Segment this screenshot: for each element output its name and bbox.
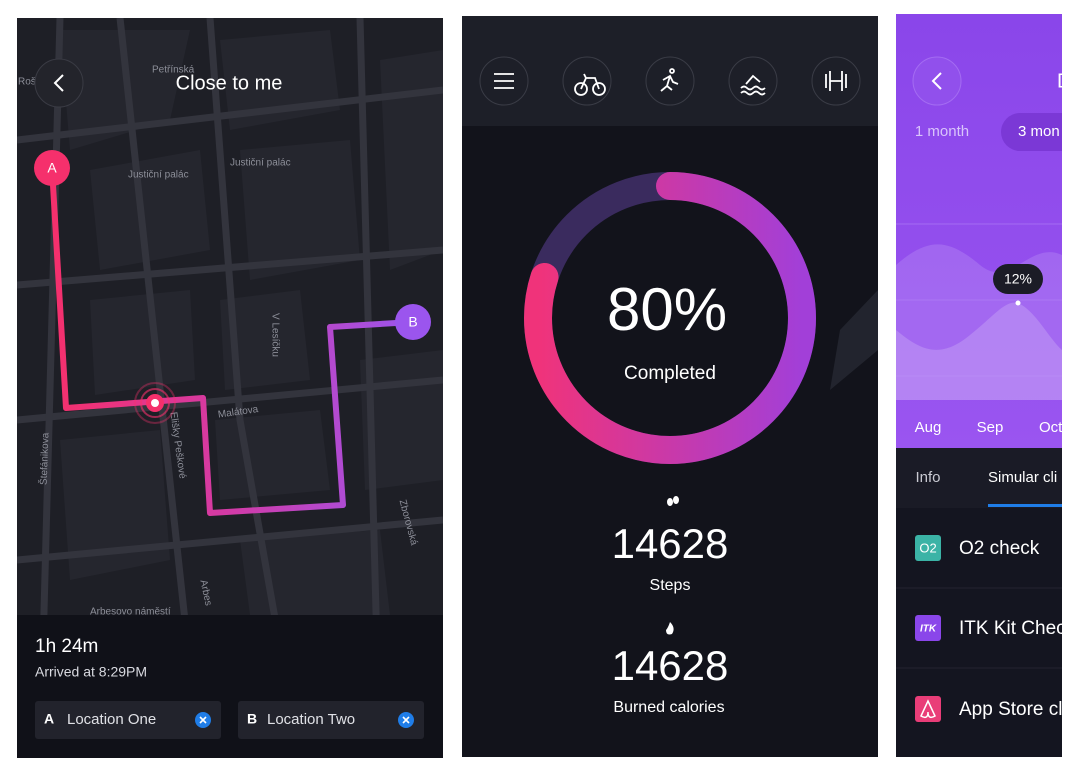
map-label: Justiční palác [128, 170, 189, 181]
back-icon [931, 72, 942, 90]
position-dot [151, 399, 159, 407]
tooltip [993, 264, 1043, 294]
chip-bg [238, 701, 424, 739]
tab-underline [988, 504, 1062, 507]
calories-icon [666, 622, 674, 635]
menu-icon [494, 73, 514, 89]
chip-bg [35, 701, 221, 739]
chip-name: Location One [67, 711, 156, 728]
item-icon [915, 535, 941, 561]
cycling-button[interactable] [562, 56, 612, 106]
item-icon-glyph [920, 699, 936, 719]
end-marker-label: B [408, 314, 417, 330]
stat-value: 14628 [612, 642, 729, 689]
map-label: Arbesovo náměstí [90, 607, 171, 618]
tab[interactable]: Info [915, 469, 940, 486]
tooltip-label: 12% [1004, 271, 1032, 287]
range-selected[interactable] [1001, 113, 1080, 151]
start-marker-label: A [47, 160, 57, 176]
activity-panel: 80% Completed 14628 Steps 14628 Burned c… [462, 16, 878, 757]
stats-panel: D 1 month 3 mon 12% Aug Sep Oct Info Sim… [896, 14, 1080, 757]
tab[interactable]: Simular cli [988, 469, 1057, 486]
chip-letter: B [247, 711, 257, 727]
stat-value: 14628 [612, 520, 729, 567]
stats-title: D [1057, 70, 1071, 92]
map-label: Petřínská [152, 65, 195, 76]
progress-ring [524, 172, 816, 464]
back-button[interactable] [34, 58, 84, 108]
map-label: Arbes [197, 579, 213, 607]
map-label: V Lesíčku [269, 313, 280, 357]
item-icon-label: ITK [920, 624, 937, 635]
swimming-icon [740, 74, 766, 96]
activity-tabs [479, 56, 861, 106]
range-option[interactable]: 1 month [915, 123, 969, 140]
map-title: Close to me [176, 72, 283, 94]
position-halo [134, 382, 176, 424]
progress-caption: Completed [624, 363, 716, 384]
chip-name: Location Two [267, 711, 355, 728]
cycling-icon [574, 73, 606, 96]
clear-icon [199, 716, 207, 724]
chart-point [1015, 300, 1021, 306]
item-name[interactable]: O2 check [959, 538, 1040, 559]
progress-label: 80% [607, 276, 727, 343]
chart-area [896, 302, 1062, 400]
location-chip[interactable]: A Location One [35, 701, 221, 739]
steps-icon [667, 496, 679, 506]
duration: 1h 24m [35, 636, 98, 657]
running-icon [660, 68, 679, 92]
item-icon-label: O2 [919, 540, 936, 555]
range-option: 3 mon [1018, 123, 1060, 140]
chip-letter: A [44, 711, 54, 727]
month-label: Oct [1039, 419, 1063, 436]
running-button[interactable] [645, 56, 695, 106]
gym-icon [825, 71, 847, 91]
map-label: Štefánikova [37, 432, 52, 485]
chart-grid [896, 223, 1062, 377]
map-label: Justiční palác [230, 158, 291, 169]
clear-icon [402, 716, 410, 724]
swimming-button[interactable] [728, 56, 778, 106]
back-icon [53, 74, 64, 92]
end-marker [395, 304, 431, 340]
tab-bar [896, 448, 1062, 508]
route [49, 167, 414, 516]
back-button[interactable] [912, 56, 962, 106]
item-name[interactable]: ITK Kit Chec [959, 618, 1066, 639]
start-marker [34, 150, 70, 186]
arrival: Arrived at 8:29PM [35, 664, 147, 680]
position-halo [140, 388, 170, 418]
stat-label: Burned calories [613, 699, 724, 716]
stat-label: Steps [650, 577, 691, 594]
item-name[interactable]: App Store cl [959, 699, 1063, 720]
map-panel: Rošický Petřínská Justiční palác Justičn… [17, 18, 443, 758]
gym-button[interactable] [811, 56, 861, 106]
month-label: Aug [915, 419, 942, 436]
location-chip[interactable]: B Location Two [238, 701, 424, 739]
menu-button[interactable] [479, 56, 529, 106]
item-icon [915, 615, 941, 641]
decor [830, 290, 878, 390]
month-label: Sep [977, 419, 1004, 436]
